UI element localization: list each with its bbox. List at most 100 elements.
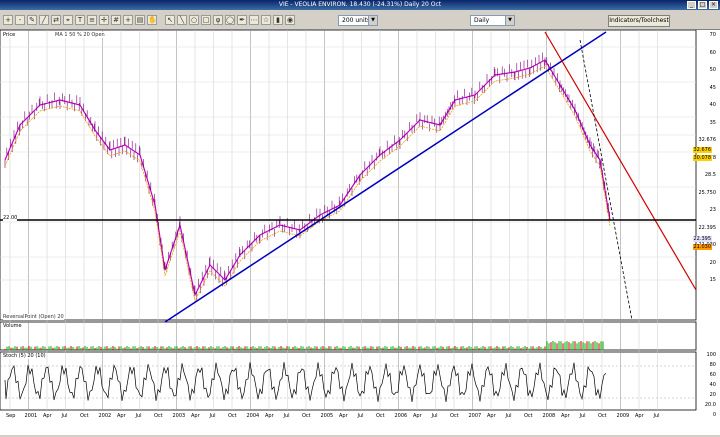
window-title: VIE - VEOLIA ENVIRON. 18.430 (-24.31%) D… <box>278 1 442 8</box>
x-axis-label-1: 2001 <box>24 413 38 419</box>
x-axis-label-9: 2003 <box>172 413 186 419</box>
units-select[interactable]: 200 units ▼ <box>338 15 378 26</box>
price-axis-label-13: 20 <box>709 259 716 266</box>
price-axis-label-5: 35 <box>709 119 716 126</box>
price-tag-orange: 21.030 <box>692 244 712 250</box>
period-select[interactable]: Daily ▼ <box>470 15 515 26</box>
x-axis-label-5: 2002 <box>98 413 112 419</box>
window-title-bar: VIE - VEOLIA ENVIRON. 18.430 (-24.31%) D… <box>0 0 720 10</box>
x-axis-label-23: Jul <box>431 413 438 419</box>
x-axis-label-24: Oct <box>450 413 459 419</box>
zoom-out-icon[interactable]: - <box>15 15 25 25</box>
price-axis-label-9: 25.750 <box>698 189 717 196</box>
x-axis-label-19: Jul <box>357 413 364 419</box>
x-axis-label-33: 2009 <box>616 413 630 419</box>
circle-icon[interactable]: ◯ <box>225 15 235 25</box>
projection-line <box>579 39 633 321</box>
price-pane <box>0 29 697 321</box>
eye-icon[interactable]: ◉ <box>285 15 295 25</box>
arrows-icon[interactable]: ⇄ <box>51 15 61 25</box>
pen-icon[interactable]: ✒ <box>237 15 247 25</box>
maximize-button[interactable]: □ <box>698 1 707 9</box>
line2-icon[interactable]: ╲ <box>177 15 187 25</box>
x-axis-label-7: Jul <box>135 413 142 419</box>
price-axis-label-6: 32.676 <box>698 137 717 143</box>
price-axis-label-11: 22.395 <box>698 224 717 231</box>
x-axis-label-25: 2007 <box>468 413 482 419</box>
x-axis-label-8: Oct <box>154 413 163 419</box>
hand-icon[interactable]: ✋ <box>147 15 157 25</box>
price-axis-label-14: 15 <box>709 277 716 283</box>
fib-icon[interactable]: φ <box>213 15 223 25</box>
x-axis-label-34: Apr <box>635 413 644 419</box>
line-icon[interactable]: ╱ <box>39 15 49 25</box>
x-axis-label-27: Jul <box>505 413 512 419</box>
volume-pane <box>0 321 697 351</box>
units-value: 200 units <box>342 17 371 24</box>
stoch-axis-label-2: 60 <box>709 372 716 378</box>
cursor-icon[interactable]: ↖ <box>165 15 175 25</box>
bars-icon[interactable]: ▮ <box>273 15 283 25</box>
x-axis-label-17: 2005 <box>320 413 334 419</box>
toolbar: + - ✎ ╱ ⇄ ⌖ T ≡ ✛ # + ▤ ✋ ↖ ╲ ○ □ φ ◯ ✒ ⋯ ☆ ▮ ◉ 200 units ▼ Dai… <box>0 10 720 30</box>
downtrend-line <box>544 31 697 291</box>
price-axis-label-10: 23 <box>709 207 716 213</box>
indicators-button[interactable]: Indicators/Toolchest <box>608 15 670 27</box>
stoch-axis-label-6: 0 <box>712 412 716 418</box>
price-axis-label-2: 50 <box>709 67 716 73</box>
zoom-in-icon[interactable]: + <box>3 15 13 25</box>
crosshair-icon[interactable]: ✛ <box>99 15 109 25</box>
price-axis-label-0: 70 <box>709 32 716 38</box>
star-icon[interactable]: ☆ <box>261 15 271 25</box>
x-axis-label-0: Sep <box>6 413 16 419</box>
x-axis-label-4: Oct <box>80 413 89 419</box>
stochastic-line <box>4 362 607 403</box>
price-axis-label-8: 28.5 <box>704 172 716 178</box>
stoch-axis-label-5: 20.0 <box>704 402 716 408</box>
stoch-axis-label-3: 40 <box>709 382 716 388</box>
rectangle-icon[interactable]: □ <box>201 15 211 25</box>
uptrend-line <box>164 31 607 323</box>
price-pane-label: Price <box>3 32 16 38</box>
x-axis-label-6: Apr <box>117 413 126 419</box>
text-icon[interactable]: T <box>75 15 85 25</box>
plus-icon[interactable]: + <box>123 15 133 25</box>
minimize-button[interactable]: _ <box>687 1 696 9</box>
x-axis-label-26: Apr <box>487 413 496 419</box>
chevron-down-icon: ▼ <box>505 16 514 25</box>
x-axis-label-32: Oct <box>598 413 607 419</box>
price-chart-svg <box>0 29 697 411</box>
price-axis-label-1: 60 <box>709 49 716 56</box>
fan-icon[interactable]: ⌖ <box>63 15 73 25</box>
x-axis-label-35: Jul <box>653 413 660 419</box>
x-axis-label-12: Oct <box>228 413 237 419</box>
x-axis-label-3: Jul <box>61 413 68 419</box>
x-axis-label-21: 2006 <box>394 413 408 419</box>
chart-area[interactable]: Price MA 1 50 % 20 Open ReversalPoint (O… <box>0 29 720 435</box>
x-axis-label-18: Apr <box>339 413 348 419</box>
price-tag-blue: 22.395 <box>692 236 712 242</box>
chart-icon[interactable]: ▤ <box>135 15 145 25</box>
pencil-icon[interactable]: ✎ <box>27 15 37 25</box>
price-note: ReversalPoint (Open) 20 <box>3 314 64 320</box>
ellipse-icon[interactable]: ○ <box>189 15 199 25</box>
price-axis-label-3: 45 <box>709 84 716 91</box>
hline-label: 22.00 <box>3 215 18 221</box>
x-axis-label-2: Apr <box>43 413 52 419</box>
x-axis-label-29: 2008 <box>542 413 556 419</box>
dots-icon[interactable]: ⋯ <box>249 15 259 25</box>
channel-icon[interactable]: ≡ <box>87 15 97 25</box>
stoch-axis-label-4: 20 <box>709 392 716 398</box>
price-line <box>4 59 611 297</box>
price-tag-top: 32.676 <box>692 147 712 153</box>
chevron-down-icon: ▼ <box>368 16 377 25</box>
x-axis-label-30: Apr <box>561 413 570 419</box>
grid-icon[interactable]: # <box>111 15 121 25</box>
x-axis-label-13: 2004 <box>246 413 260 419</box>
x-axis-label-20: Oct <box>376 413 385 419</box>
x-axis-label-15: Jul <box>283 413 290 419</box>
price-tag-mid: 30.078 <box>692 155 712 161</box>
price-axis-label-4: 40 <box>709 102 716 108</box>
stoch-axis-label-1: 80 <box>709 362 716 368</box>
close-button[interactable]: × <box>709 1 718 9</box>
